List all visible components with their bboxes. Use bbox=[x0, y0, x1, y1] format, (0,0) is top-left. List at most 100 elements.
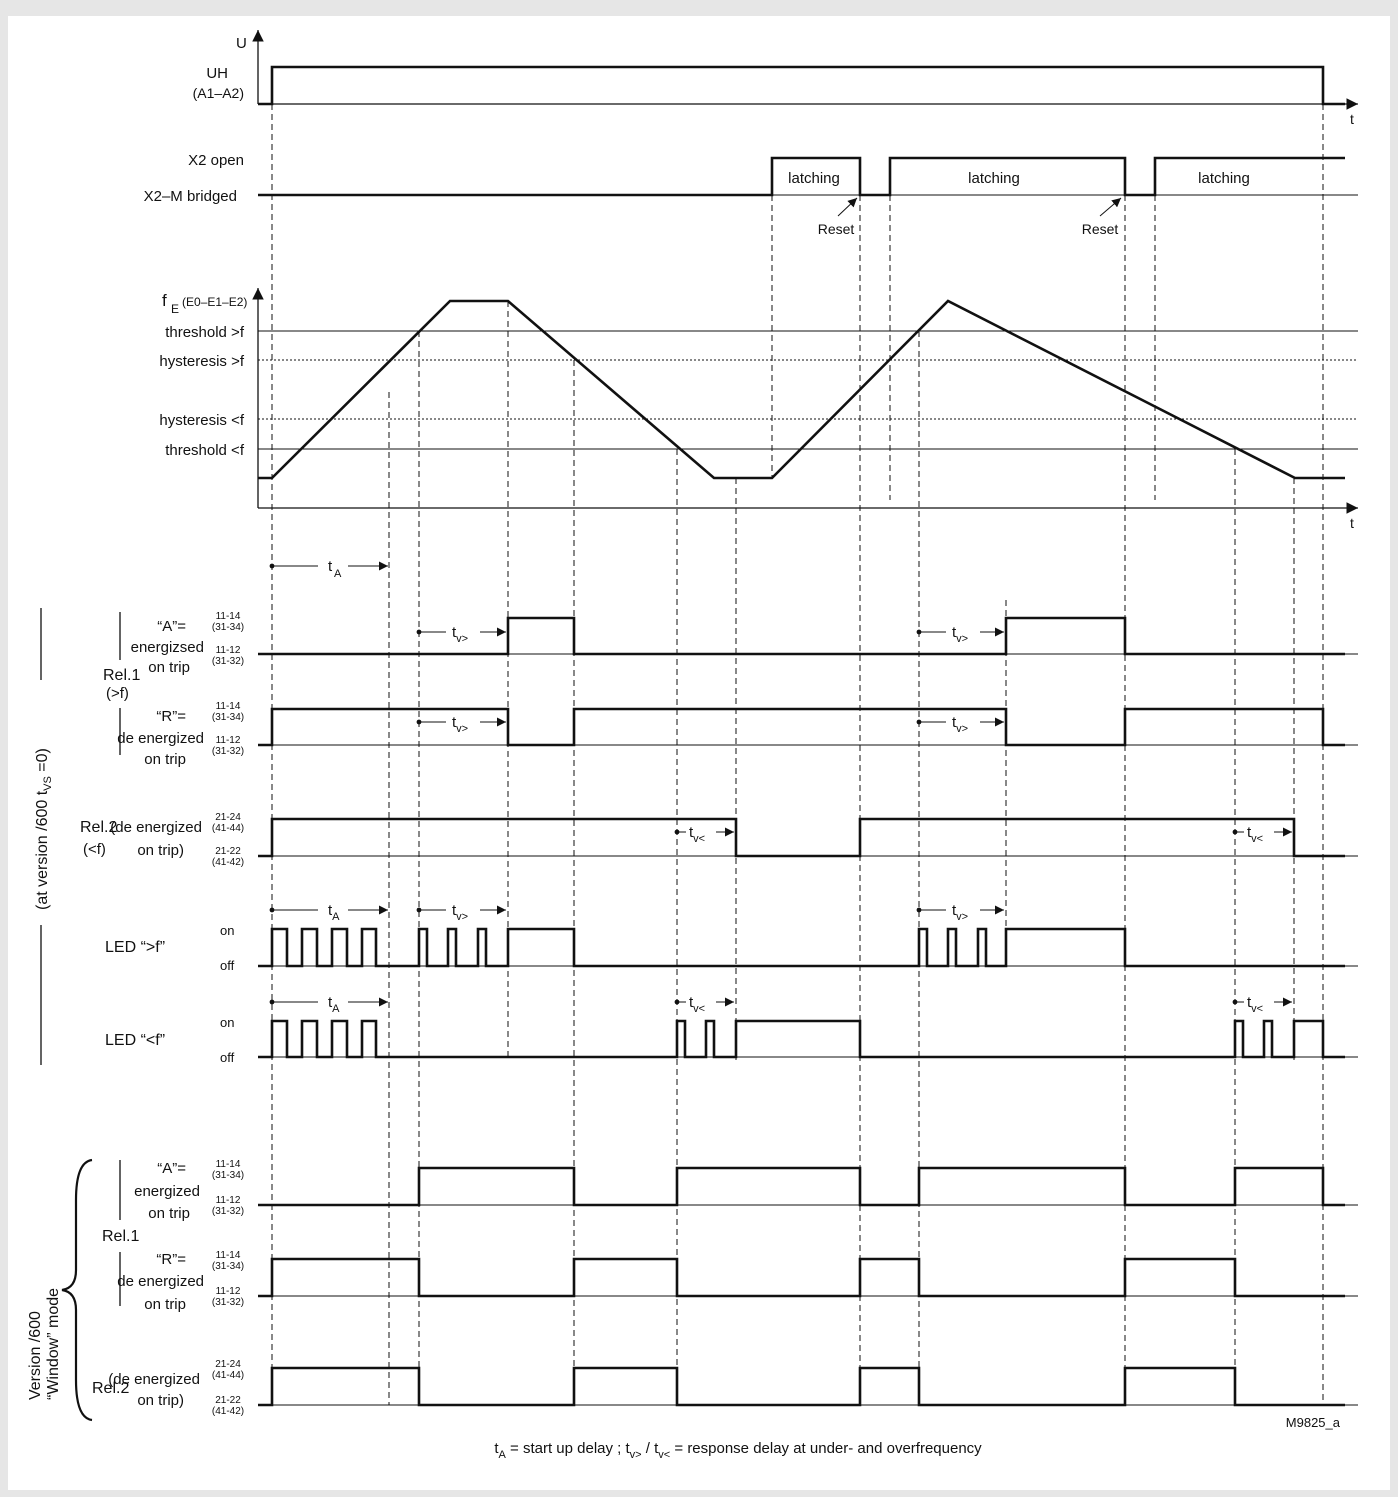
rel2-sub: (<f) bbox=[83, 841, 106, 858]
win-rel2-signal bbox=[258, 1366, 1345, 1407]
win-a-label: “A”= bbox=[157, 1160, 186, 1177]
window-brace bbox=[61, 1158, 93, 1422]
led-low-off: off bbox=[220, 1050, 235, 1065]
rel1-r-t3132: (31-32) bbox=[212, 746, 244, 757]
ta-label: t bbox=[328, 558, 333, 575]
uh-signal bbox=[258, 65, 1345, 106]
rel1-r-label: “R”= bbox=[156, 708, 186, 725]
rel2-signal bbox=[258, 817, 1345, 858]
rel2-t4142: (41-42) bbox=[212, 857, 244, 868]
win-r-t1112: 11-12 bbox=[216, 1286, 241, 1297]
tv-lt-2: tv< bbox=[1247, 824, 1263, 845]
led-high-ta: tA bbox=[328, 902, 340, 923]
win-rel2-desc2: on trip) bbox=[137, 1392, 184, 1409]
win-rel2-name: Rel.2 bbox=[92, 1380, 129, 1397]
window-label-1: Version /600 bbox=[27, 1311, 44, 1400]
x2-open-label: X2 open bbox=[188, 152, 244, 169]
led-high-on: on bbox=[220, 923, 234, 938]
win-rel2-t2122: 21-22 bbox=[215, 1395, 241, 1406]
led-high-off: off bbox=[220, 958, 235, 973]
rel1-sub: (>f) bbox=[106, 685, 129, 702]
tv-gt-markers-rel1 bbox=[416, 622, 1004, 732]
hysteresis-high-label: hysteresis >f bbox=[159, 353, 244, 370]
rel1-r-desc1: de energized bbox=[117, 730, 204, 747]
rel1-r-t1112: 11-12 bbox=[216, 735, 241, 746]
reset-arrow-1 bbox=[837, 197, 858, 217]
fe-terminals: (E0–E1–E2) bbox=[182, 295, 247, 309]
figure-id: M9825_a bbox=[1286, 1415, 1341, 1430]
rel1-r-t3134: (31-34) bbox=[212, 712, 244, 723]
led-low-markers bbox=[269, 992, 1292, 1012]
rel1-a-t1112: 11-12 bbox=[216, 645, 241, 656]
tv-gt-2: tv> bbox=[452, 714, 468, 735]
led-low-label: LED “<f” bbox=[105, 1032, 165, 1049]
rel1-a-label: “A”= bbox=[157, 618, 186, 635]
rel1-name: Rel.1 bbox=[103, 667, 140, 684]
win-rel2-desc1: (de energized bbox=[108, 1371, 200, 1388]
fe-sub: E bbox=[171, 302, 179, 316]
led-low-signal bbox=[258, 1019, 1345, 1059]
led-high-label: LED “>f” bbox=[105, 939, 165, 956]
win-r-desc1: de energized bbox=[117, 1273, 204, 1290]
tv-gt-4: tv> bbox=[952, 714, 968, 735]
rel2-desc2: on trip) bbox=[137, 842, 184, 859]
win-a-t1112: 11-12 bbox=[216, 1195, 241, 1206]
win-rel2-t4142: (41-42) bbox=[212, 1406, 244, 1417]
latching-1: latching bbox=[788, 170, 840, 187]
rel1-r-t1114: 11-14 bbox=[216, 701, 241, 712]
win-r-label: “R”= bbox=[156, 1251, 186, 1268]
footer-legend: tA = start up delay ; tv> / tv< = respon… bbox=[494, 1440, 982, 1461]
rel1-a-t3134: (31-34) bbox=[212, 622, 244, 633]
win-r-t3134: (31-34) bbox=[212, 1261, 244, 1272]
win-a-t3134: (31-34) bbox=[212, 1170, 244, 1181]
rel2-name: Rel.2 bbox=[80, 819, 117, 836]
led-high-markers bbox=[269, 900, 1004, 920]
uh-label: UH bbox=[206, 65, 228, 82]
event-lines bbox=[271, 104, 1324, 1405]
led-low-ta: tA bbox=[328, 994, 340, 1015]
win-r-desc2: on trip bbox=[144, 1296, 186, 1313]
reset-label-2: Reset bbox=[1082, 221, 1119, 237]
rel2-t2122: 21-22 bbox=[215, 846, 241, 857]
latching-3: latching bbox=[1198, 170, 1250, 187]
win-a-t3132: (31-32) bbox=[212, 1206, 244, 1217]
win-rel1-name: Rel.1 bbox=[102, 1228, 139, 1245]
threshold-high-label: threshold >f bbox=[165, 324, 245, 341]
rel2-t4144: (41-44) bbox=[212, 823, 244, 834]
rel2-t2124: 21-24 bbox=[215, 812, 241, 823]
tv-gt-1: tv> bbox=[452, 624, 468, 645]
rel1-a-t1114: 11-14 bbox=[216, 611, 241, 622]
reset-label-1: Reset bbox=[818, 221, 855, 237]
diagram-panel: U t UH (A1–A2) X2 open X2–M bridged latc… bbox=[8, 16, 1390, 1490]
x2-bridged-label: X2–M bridged bbox=[144, 188, 237, 205]
t-axis-label-mid: t bbox=[1350, 515, 1354, 531]
win-r-signal bbox=[258, 1257, 1345, 1298]
led-low-tv-1: tv< bbox=[689, 994, 705, 1015]
win-r-t1114: 11-14 bbox=[216, 1250, 241, 1261]
led-high-tv-2: tv> bbox=[952, 902, 968, 923]
win-a-t1114: 11-14 bbox=[216, 1159, 241, 1170]
rel1-r-signal bbox=[258, 707, 1345, 747]
rel1-a-signal bbox=[258, 616, 1345, 656]
fe-label: f bbox=[162, 291, 167, 310]
ta-sub: A bbox=[334, 568, 342, 580]
u-axis-label: U bbox=[236, 35, 247, 52]
led-low-on: on bbox=[220, 1015, 234, 1030]
x2-signal bbox=[258, 156, 1345, 197]
tv-lt-1: tv< bbox=[689, 824, 705, 845]
latching-2: latching bbox=[968, 170, 1020, 187]
led-high-signal bbox=[258, 927, 1345, 968]
rel2-desc1: (de energized bbox=[110, 819, 202, 836]
win-a-desc2: on trip bbox=[148, 1205, 190, 1222]
win-a-desc1: energized bbox=[134, 1183, 200, 1200]
win-a-signal bbox=[258, 1166, 1345, 1207]
rel1-a-t3132: (31-32) bbox=[212, 656, 244, 667]
win-r-t3132: (31-32) bbox=[212, 1297, 244, 1308]
led-low-tv-2: tv< bbox=[1247, 994, 1263, 1015]
tv-gt-3: tv> bbox=[952, 624, 968, 645]
window-label-2: “Window” mode bbox=[45, 1288, 62, 1400]
threshold-low-label: threshold <f bbox=[165, 442, 245, 459]
hysteresis-low-label: hysteresis <f bbox=[159, 412, 244, 429]
reset-arrow-2 bbox=[1099, 197, 1122, 217]
win-rel2-t2124: 21-24 bbox=[215, 1359, 241, 1370]
